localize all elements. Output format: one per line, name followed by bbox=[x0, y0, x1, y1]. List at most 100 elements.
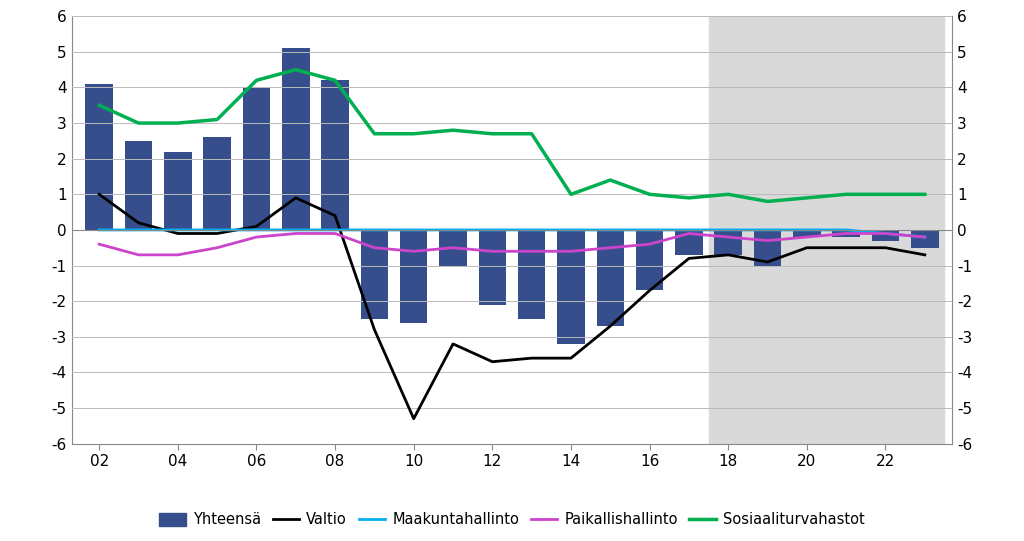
Bar bbox=[871, 230, 899, 241]
Sosiaaliturvahastot bbox=[801, 195, 813, 201]
Maakuntahallinto bbox=[408, 227, 420, 233]
Bar bbox=[911, 230, 939, 248]
Maakuntahallinto bbox=[211, 227, 223, 233]
Maakuntahallinto bbox=[683, 227, 695, 233]
Bar bbox=[715, 230, 742, 255]
Paikallishallinto bbox=[211, 245, 223, 251]
Paikallishallinto bbox=[290, 230, 302, 237]
Sosiaaliturvahastot bbox=[919, 191, 931, 197]
Sosiaaliturvahastot bbox=[290, 67, 302, 73]
Paikallishallinto bbox=[683, 230, 695, 237]
Bar bbox=[439, 230, 467, 266]
Sosiaaliturvahastot bbox=[762, 198, 774, 204]
Sosiaaliturvahastot bbox=[880, 191, 892, 197]
Sosiaaliturvahastot bbox=[250, 77, 262, 84]
Sosiaaliturvahastot bbox=[446, 127, 459, 134]
Line: Maakuntahallinto: Maakuntahallinto bbox=[99, 230, 925, 237]
Valtio bbox=[408, 415, 420, 422]
Paikallishallinto bbox=[525, 248, 538, 255]
Maakuntahallinto bbox=[172, 227, 184, 233]
Paikallishallinto bbox=[408, 248, 420, 255]
Sosiaaliturvahastot bbox=[722, 191, 734, 197]
Valtio bbox=[369, 326, 381, 333]
Maakuntahallinto bbox=[486, 227, 499, 233]
Paikallishallinto bbox=[250, 234, 262, 240]
Maakuntahallinto bbox=[132, 227, 144, 233]
Bar bbox=[85, 84, 113, 230]
Bar bbox=[322, 81, 349, 230]
Line: Paikallishallinto: Paikallishallinto bbox=[99, 234, 925, 255]
Paikallishallinto bbox=[604, 245, 616, 251]
Maakuntahallinto bbox=[604, 227, 616, 233]
Sosiaaliturvahastot bbox=[525, 130, 538, 137]
Paikallishallinto bbox=[801, 234, 813, 240]
Valtio bbox=[446, 341, 459, 347]
Bar bbox=[754, 230, 781, 266]
Line: Valtio: Valtio bbox=[99, 194, 925, 419]
Valtio bbox=[132, 220, 144, 226]
Paikallishallinto bbox=[329, 230, 341, 237]
Bar bbox=[360, 230, 388, 319]
Maakuntahallinto bbox=[290, 227, 302, 233]
Paikallishallinto bbox=[919, 234, 931, 240]
Bar bbox=[164, 151, 191, 230]
Bar bbox=[243, 88, 270, 230]
Sosiaaliturvahastot bbox=[172, 120, 184, 127]
Valtio bbox=[840, 245, 852, 251]
Valtio bbox=[683, 255, 695, 262]
Paikallishallinto bbox=[93, 241, 105, 247]
Sosiaaliturvahastot bbox=[683, 195, 695, 201]
Sosiaaliturvahastot bbox=[211, 116, 223, 123]
Valtio bbox=[762, 259, 774, 265]
Paikallishallinto bbox=[446, 245, 459, 251]
Bar bbox=[282, 48, 309, 230]
Bar bbox=[709, 16, 944, 444]
Paikallishallinto bbox=[880, 230, 892, 237]
Valtio bbox=[290, 195, 302, 201]
Bar bbox=[125, 141, 153, 230]
Maakuntahallinto bbox=[643, 227, 655, 233]
Paikallishallinto bbox=[762, 237, 774, 244]
Maakuntahallinto bbox=[762, 227, 774, 233]
Valtio bbox=[801, 245, 813, 251]
Sosiaaliturvahastot bbox=[486, 130, 499, 137]
Bar bbox=[478, 230, 506, 305]
Valtio bbox=[211, 230, 223, 237]
Valtio bbox=[250, 223, 262, 229]
Valtio bbox=[643, 287, 655, 294]
Valtio bbox=[525, 355, 538, 361]
Maakuntahallinto bbox=[919, 234, 931, 240]
Valtio bbox=[722, 252, 734, 258]
Maakuntahallinto bbox=[801, 227, 813, 233]
Sosiaaliturvahastot bbox=[369, 130, 381, 137]
Bar bbox=[794, 230, 820, 237]
Valtio bbox=[486, 359, 499, 365]
Sosiaaliturvahastot bbox=[643, 191, 655, 197]
Paikallishallinto bbox=[486, 248, 499, 255]
Sosiaaliturvahastot bbox=[93, 102, 105, 109]
Paikallishallinto bbox=[132, 252, 144, 258]
Bar bbox=[833, 230, 860, 237]
Sosiaaliturvahastot bbox=[132, 120, 144, 127]
Valtio bbox=[329, 213, 341, 219]
Line: Sosiaaliturvahastot: Sosiaaliturvahastot bbox=[99, 70, 925, 201]
Bar bbox=[597, 230, 624, 326]
Paikallishallinto bbox=[565, 248, 578, 255]
Paikallishallinto bbox=[643, 241, 655, 247]
Valtio bbox=[172, 230, 184, 237]
Bar bbox=[518, 230, 546, 319]
Sosiaaliturvahastot bbox=[840, 191, 852, 197]
Legend: Yhteensä, Valtio, Maakuntahallinto, Paikallishallinto, Sosiaaliturvahastot: Yhteensä, Valtio, Maakuntahallinto, Paik… bbox=[154, 506, 870, 533]
Maakuntahallinto bbox=[722, 227, 734, 233]
Maakuntahallinto bbox=[250, 227, 262, 233]
Sosiaaliturvahastot bbox=[408, 130, 420, 137]
Maakuntahallinto bbox=[446, 227, 459, 233]
Valtio bbox=[604, 323, 616, 329]
Bar bbox=[557, 230, 585, 344]
Bar bbox=[636, 230, 664, 291]
Valtio bbox=[565, 355, 578, 361]
Paikallishallinto bbox=[840, 230, 852, 237]
Sosiaaliturvahastot bbox=[565, 191, 578, 197]
Sosiaaliturvahastot bbox=[329, 77, 341, 84]
Maakuntahallinto bbox=[93, 227, 105, 233]
